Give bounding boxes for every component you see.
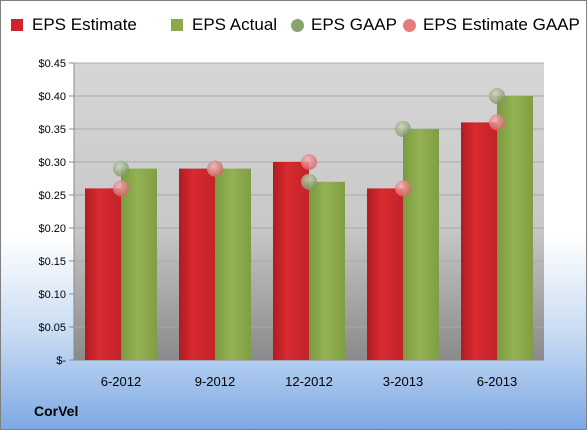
y-tick-label: $0.10 (38, 289, 66, 301)
bar-eps-actual (403, 129, 439, 360)
point-eps-estimate-gaap (113, 180, 129, 197)
bar-eps-estimate (85, 188, 121, 360)
legend-dot-eps-estimate-gaap (403, 18, 416, 32)
point-eps-estimate-gaap (395, 180, 411, 197)
legend-label: EPS GAAP (311, 15, 397, 34)
x-tick-label: 6-2013 (477, 374, 517, 389)
point-eps-gaap (301, 173, 317, 190)
company-name: CorVel (34, 403, 79, 419)
legend-label: EPS Estimate (32, 15, 137, 34)
bar-eps-actual (497, 96, 533, 360)
point-eps-gaap (395, 121, 411, 137)
y-tick-label: $0.05 (38, 322, 66, 334)
bar-eps-estimate (367, 188, 403, 360)
bar-eps-estimate (461, 122, 497, 361)
legend-item-eps-estimate-gaap: EPS Estimate GAAP (403, 15, 580, 35)
point-eps-estimate-gaap (301, 154, 317, 170)
legend-item-eps-estimate: EPS Estimate (11, 15, 137, 35)
y-tick-label: $0.15 (38, 256, 66, 268)
x-tick-label: 9-2012 (195, 374, 235, 389)
y-tick-label: $0.35 (38, 124, 66, 136)
legend-label: EPS Actual (192, 15, 278, 34)
point-eps-gaap (489, 88, 505, 104)
y-tick-label: $- (56, 355, 66, 367)
point-eps-estimate-gaap (207, 160, 223, 177)
point-eps-estimate-gaap (489, 114, 505, 131)
bar-eps-actual (121, 168, 157, 360)
legend-swatch-eps-estimate (11, 19, 23, 31)
bar-eps-estimate (273, 162, 309, 360)
bar-eps-estimate (179, 168, 215, 360)
x-tick-label: 3-2013 (383, 374, 423, 389)
y-tick-label: $0.45 (38, 58, 66, 70)
y-tick-label: $0.20 (38, 223, 66, 235)
y-tick-label: $0.40 (38, 91, 66, 103)
bar-eps-actual (309, 181, 345, 360)
legend-item-eps-gaap: EPS GAAP (291, 15, 397, 35)
x-tick-label: 12-2012 (285, 374, 333, 389)
y-tick-label: $0.30 (38, 157, 66, 169)
legend-item-eps-actual: EPS Actual (171, 15, 277, 35)
x-tick-label: 6-2012 (101, 374, 141, 389)
bar-eps-actual (215, 168, 251, 360)
point-eps-gaap (113, 160, 129, 177)
y-tick-label: $0.25 (38, 190, 66, 202)
legend-label: EPS Estimate GAAP (423, 15, 580, 34)
legend-dot-eps-gaap (291, 18, 304, 32)
legend-swatch-eps-actual (171, 19, 183, 31)
